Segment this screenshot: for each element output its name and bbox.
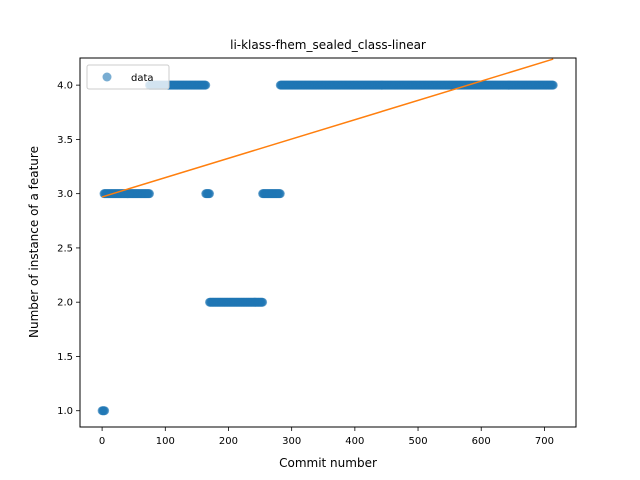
- axes-frame: [79, 57, 577, 428]
- legend-label-data: data: [131, 73, 154, 84]
- x-tick-label: 0: [99, 436, 105, 447]
- x-tick-label: 300: [282, 436, 301, 447]
- y-tick-label: 1.0: [57, 406, 73, 417]
- y-tick-label: 3.0: [57, 189, 73, 200]
- y-axis-label: Number of instance of a feature: [27, 146, 41, 338]
- chart-title: li-klass-fhem_sealed_class-linear: [230, 38, 426, 52]
- x-tick-label: 700: [535, 436, 554, 447]
- x-axis-ticks: 0 100 200 300 400 500 600 700: [99, 427, 554, 447]
- data-point: [145, 189, 154, 199]
- y-tick-label: 2.0: [57, 298, 73, 309]
- x-tick-label: 200: [219, 436, 238, 447]
- x-tick-label: 600: [472, 436, 491, 447]
- x-axis-label: Commit number: [279, 456, 377, 470]
- legend-frame: [86, 64, 170, 90]
- data-point: [548, 80, 558, 90]
- y-tick-label: 3.5: [57, 135, 73, 146]
- data-point: [275, 189, 285, 199]
- y-tick-label: 4.0: [57, 81, 73, 92]
- fit-line: [101, 58, 554, 198]
- x-tick-label: 400: [345, 436, 364, 447]
- data-point: [100, 406, 110, 416]
- legend: data: [86, 64, 170, 90]
- y-axis-ticks: 1.0 1.5 2.0 2.5 3.0 3.5 4.0: [57, 81, 80, 417]
- x-tick-label: 100: [156, 436, 175, 447]
- y-tick-label: 2.5: [57, 243, 73, 254]
- data-point: [201, 80, 211, 90]
- y-tick-label: 1.5: [57, 352, 73, 363]
- data-point: [258, 297, 268, 307]
- x-tick-label: 500: [408, 436, 427, 447]
- data-point: [205, 189, 215, 199]
- legend-marker-data: [102, 72, 112, 82]
